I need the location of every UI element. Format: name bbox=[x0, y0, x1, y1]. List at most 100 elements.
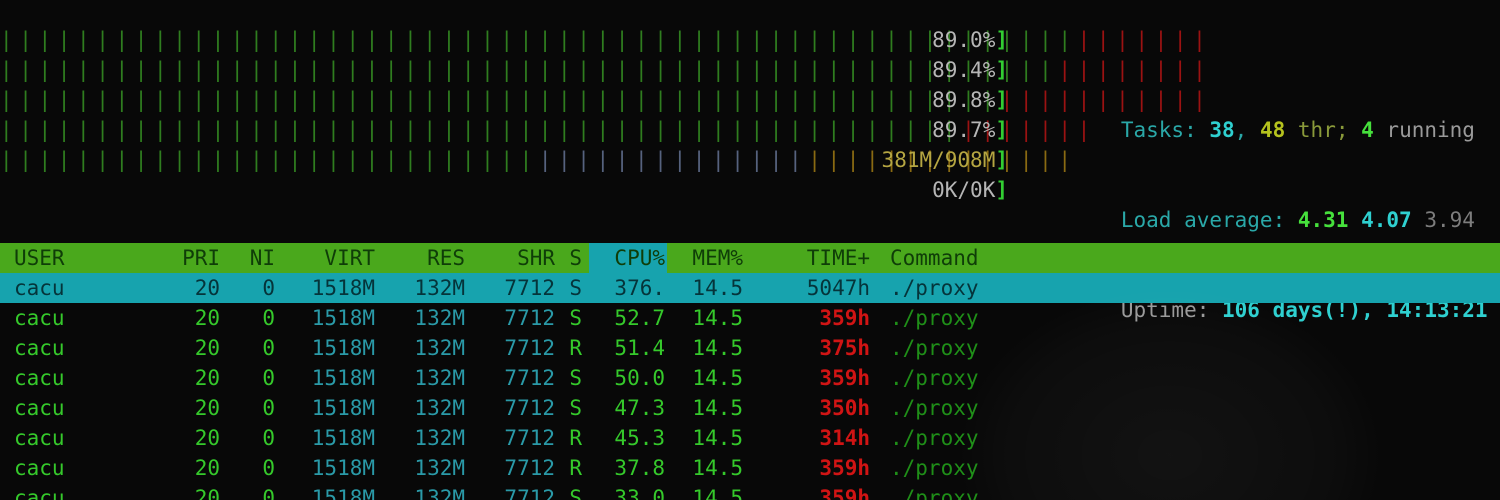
cell-s: R bbox=[569, 336, 582, 360]
meter-row-cpu-2: ||||||||||||||||||||||||||||||||||||||||… bbox=[0, 55, 1500, 85]
cell-shr: 7712 bbox=[504, 486, 555, 500]
cell-ni: 0 bbox=[262, 396, 275, 420]
column-header-pri[interactable]: PRI bbox=[182, 246, 220, 270]
table-row[interactable]: cacu 20 0 1518M 132M 7712 S 33.0 14.5 359h ./proxy bbox=[0, 483, 1500, 500]
cell-mem: 14.5 bbox=[692, 366, 743, 390]
column-header-shr[interactable]: SHR bbox=[517, 246, 555, 270]
cell-ni: 0 bbox=[262, 306, 275, 330]
cell-time: 314h bbox=[819, 426, 870, 450]
meter-value-cpu-2: 89.4%] bbox=[932, 55, 1008, 85]
cell-ni: 0 bbox=[262, 276, 275, 300]
column-header-res[interactable]: RES bbox=[427, 246, 465, 270]
meter-bracket-close-cpu-2: ] bbox=[995, 58, 1008, 82]
running-label: running bbox=[1373, 118, 1475, 142]
meter-value-cpu-3: 89.8%] bbox=[932, 85, 1008, 115]
cell-mem: 14.5 bbox=[692, 336, 743, 360]
column-header-cpu[interactable]: CPU% bbox=[614, 246, 665, 270]
table-header-background bbox=[0, 243, 1500, 273]
cell-pri: 20 bbox=[194, 486, 220, 500]
meter-value-text-memory: 381M/908M bbox=[881, 148, 996, 172]
running-count: 4 bbox=[1361, 118, 1374, 142]
cell-user: cacu bbox=[14, 336, 65, 360]
meter-value-swap: 0K/0K] bbox=[932, 175, 1008, 205]
process-table[interactable]: USER PRI NI VIRT RES SHR S CPU% MEM% TIME+ Command… bbox=[0, 243, 1500, 500]
cell-res: 132M bbox=[414, 456, 465, 480]
meter-bar-red: |||||||| bbox=[1058, 58, 1213, 82]
cell-time: 359h bbox=[819, 306, 870, 330]
cell-user: cacu bbox=[14, 486, 65, 500]
column-header-ni[interactable]: NI bbox=[249, 246, 275, 270]
column-header-command[interactable]: Command bbox=[890, 246, 979, 270]
cell-user: cacu bbox=[14, 366, 65, 390]
cell-command: ./proxy bbox=[890, 276, 979, 300]
table-row[interactable]: cacu 20 0 1518M 132M 7712 R 51.4 14.5 375h ./proxy bbox=[0, 333, 1500, 363]
cell-command: ./proxy bbox=[890, 306, 979, 330]
cell-cpu: 50.0 bbox=[614, 366, 665, 390]
meter-bars-cpu-3: ||||||||||||||||||||||||||||||||||||||||… bbox=[0, 85, 1212, 115]
meter-row-swap: 0K/0K] bbox=[0, 175, 1500, 205]
meter-row-cpu-3: ||||||||||||||||||||||||||||||||||||||||… bbox=[0, 85, 1500, 115]
tasks-label: Tasks: bbox=[1120, 118, 1210, 142]
meter-bar-red: ||||||| bbox=[962, 118, 1097, 142]
table-row[interactable]: cacu 20 0 1518M 132M 7712 R 37.8 14.5 359h ./proxy bbox=[0, 453, 1500, 483]
column-header-mem[interactable]: MEM% bbox=[692, 246, 743, 270]
cell-time: 350h bbox=[819, 396, 870, 420]
cell-command: ./proxy bbox=[890, 366, 979, 390]
cell-res: 132M bbox=[414, 426, 465, 450]
table-row[interactable]: cacu 20 0 1518M 132M 7712 S 376. 14.5 5047h ./prox… bbox=[0, 273, 1500, 303]
column-header-s[interactable]: S bbox=[569, 246, 582, 270]
threads-label: thr; bbox=[1285, 118, 1362, 142]
cell-cpu: 52.7 bbox=[614, 306, 665, 330]
cell-command: ./proxy bbox=[890, 426, 979, 450]
meter-bar-red: ||||||| bbox=[1077, 28, 1213, 52]
cell-shr: 7712 bbox=[504, 426, 555, 450]
meter-bar-orange: |||||||||||||| bbox=[808, 148, 1078, 172]
load-average-line: Load average: 4.31 4.07 3.94 bbox=[1045, 175, 1488, 232]
column-header-time[interactable]: TIME+ bbox=[806, 246, 870, 270]
meter-bracket-close-cpu-4: ] bbox=[995, 118, 1008, 142]
meter-bars-memory: ||||||||||||||||||||||||||||||||||||||||… bbox=[0, 145, 1078, 175]
cell-shr: 7712 bbox=[504, 456, 555, 480]
cell-s: S bbox=[569, 396, 582, 420]
tasks-line: Tasks: 38, 48 thr; 4 running bbox=[1045, 85, 1488, 142]
cell-command: ./proxy bbox=[890, 336, 979, 360]
load-average-1min: 4.31 bbox=[1297, 208, 1349, 232]
cell-cpu: 33.0 bbox=[614, 486, 665, 500]
cell-pri: 20 bbox=[194, 336, 220, 360]
cell-res: 132M bbox=[414, 306, 465, 330]
meter-value-text-cpu-1: 89.0% bbox=[932, 28, 996, 52]
table-row[interactable]: cacu 20 0 1518M 132M 7712 S 50.0 14.5 359h ./proxy bbox=[0, 363, 1500, 393]
meter-value-text-swap: 0K/0K bbox=[932, 178, 996, 202]
cell-res: 132M bbox=[414, 396, 465, 420]
column-header-virt[interactable]: VIRT bbox=[324, 246, 375, 270]
cell-pri: 20 bbox=[194, 366, 220, 390]
cell-user: cacu bbox=[14, 396, 65, 420]
cell-mem: 14.5 bbox=[692, 276, 743, 300]
cell-time: 5047h bbox=[806, 276, 870, 300]
meter-bars-cpu-1: ||||||||||||||||||||||||||||||||||||||||… bbox=[0, 25, 1212, 55]
cell-time: 359h bbox=[819, 486, 870, 500]
load-average-15min: 3.94 bbox=[1424, 208, 1475, 232]
cell-s: R bbox=[569, 426, 582, 450]
table-row[interactable]: cacu 20 0 1518M 132M 7712 S 52.7 14.5 359h ./proxy bbox=[0, 303, 1500, 333]
cell-virt: 1518M bbox=[311, 426, 375, 450]
cell-ni: 0 bbox=[262, 426, 275, 450]
column-header-user[interactable]: USER bbox=[14, 246, 65, 270]
table-row[interactable]: cacu 20 0 1518M 132M 7712 S 47.3 14.5 350h ./proxy bbox=[0, 393, 1500, 423]
cell-mem: 14.5 bbox=[692, 396, 743, 420]
meter-value-memory: 381M/908M] bbox=[882, 145, 1008, 175]
cell-mem: 14.5 bbox=[692, 306, 743, 330]
cell-mem: 14.5 bbox=[692, 456, 743, 480]
cell-s: R bbox=[569, 456, 582, 480]
meter-bar-green: ||||||||||||||||||||||||||||||||||||||||… bbox=[0, 118, 963, 142]
meter-bracket-close-cpu-1: ] bbox=[995, 28, 1008, 52]
cell-res: 132M bbox=[414, 486, 465, 500]
meter-bar-red: ||||||||||| bbox=[1000, 88, 1213, 112]
cell-ni: 0 bbox=[262, 336, 275, 360]
cell-pri: 20 bbox=[194, 276, 220, 300]
cell-shr: 7712 bbox=[504, 396, 555, 420]
table-row[interactable]: cacu 20 0 1518M 132M 7712 R 45.3 14.5 314h ./proxy bbox=[0, 423, 1500, 453]
table-header-row: USER PRI NI VIRT RES SHR S CPU% MEM% TIME+ Command bbox=[0, 243, 1500, 273]
cell-mem: 14.5 bbox=[692, 426, 743, 450]
